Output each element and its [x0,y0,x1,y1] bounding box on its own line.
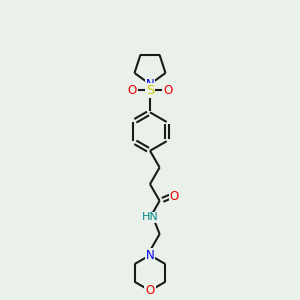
Text: S: S [146,84,154,97]
Text: N: N [146,249,154,262]
Text: O: O [128,84,137,97]
Text: O: O [163,84,172,97]
Text: N: N [146,78,154,91]
Text: O: O [146,284,154,297]
Text: O: O [170,190,179,203]
Text: HN: HN [142,212,158,222]
